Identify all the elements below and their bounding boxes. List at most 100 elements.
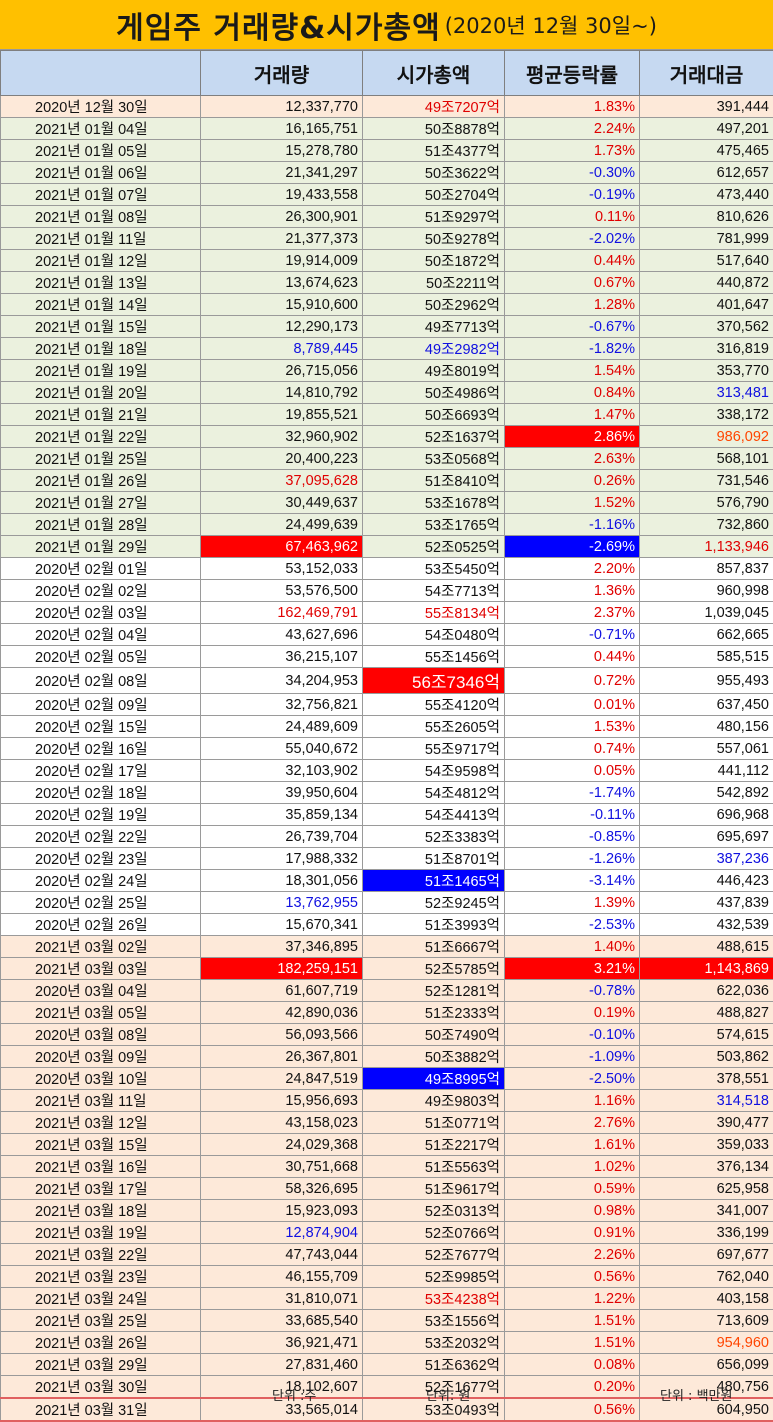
cell-date: 2020년 02월 15일 — [1, 716, 201, 738]
cell-trade-value: 625,958 — [640, 1178, 773, 1200]
cell-market-cap: 50조2704억 — [363, 184, 505, 206]
cell-date: 2020년 03월 08일 — [1, 1024, 201, 1046]
cell-volume: 56,093,566 — [201, 1024, 363, 1046]
cell-date: 2021년 01월 14일 — [1, 294, 201, 316]
cell-volume: 19,433,558 — [201, 184, 363, 206]
cell-trade-value: 557,061 — [640, 738, 773, 760]
cell-avg-change: 1.51% — [505, 1332, 640, 1354]
cell-avg-change: 0.91% — [505, 1222, 640, 1244]
cell-volume: 15,956,693 — [201, 1090, 363, 1112]
cell-volume: 13,762,955 — [201, 892, 363, 914]
cell-avg-change: 1.83% — [505, 96, 640, 118]
cell-avg-change: 2.24% — [505, 118, 640, 140]
cell-volume: 15,910,600 — [201, 294, 363, 316]
cell-market-cap: 51조6362억 — [363, 1354, 505, 1376]
cell-market-cap: 51조8701억 — [363, 848, 505, 870]
cell-avg-change: 2.63% — [505, 448, 640, 470]
cell-market-cap: 51조9617억 — [363, 1178, 505, 1200]
cell-volume: 43,158,023 — [201, 1112, 363, 1134]
cell-avg-change: -2.69% — [505, 536, 640, 558]
cell-avg-change: 2.20% — [505, 558, 640, 580]
cell-date: 2021년 03월 03일 — [1, 958, 201, 980]
cell-trade-value: 656,099 — [640, 1354, 773, 1376]
cell-avg-change: -2.53% — [505, 914, 640, 936]
cell-trade-value: 378,551 — [640, 1068, 773, 1090]
cell-market-cap: 53조2032억 — [363, 1332, 505, 1354]
cell-avg-change: -0.85% — [505, 826, 640, 848]
cell-date: 2020년 02월 05일 — [1, 646, 201, 668]
cell-avg-change: -0.30% — [505, 162, 640, 184]
cell-trade-value: 473,440 — [640, 184, 773, 206]
cell-avg-change: -1.74% — [505, 782, 640, 804]
cell-date: 2021년 01월 26일 — [1, 470, 201, 492]
cell-volume: 17,988,332 — [201, 848, 363, 870]
cell-trade-value: 497,201 — [640, 118, 773, 140]
cell-trade-value: 612,657 — [640, 162, 773, 184]
cell-market-cap: 54조4812억 — [363, 782, 505, 804]
cell-volume: 34,204,953 — [201, 668, 363, 694]
cell-avg-change: -1.09% — [505, 1046, 640, 1068]
cell-market-cap: 49조7713억 — [363, 316, 505, 338]
cell-market-cap: 52조0525억 — [363, 536, 505, 558]
header-market-cap: 시가총액 — [363, 51, 505, 96]
cell-market-cap: 56조7346억 — [363, 668, 505, 694]
cell-date: 2021년 03월 02일 — [1, 936, 201, 958]
cell-trade-value: 986,092 — [640, 426, 773, 448]
cell-trade-value: 574,615 — [640, 1024, 773, 1046]
cell-avg-change: 0.72% — [505, 668, 640, 694]
cell-trade-value: 713,609 — [640, 1310, 773, 1332]
cell-volume: 30,449,637 — [201, 492, 363, 514]
cell-avg-change: 0.44% — [505, 250, 640, 272]
cell-date: 2020년 02월 02일 — [1, 580, 201, 602]
cell-avg-change: 0.74% — [505, 738, 640, 760]
cell-market-cap: 53조1556억 — [363, 1310, 505, 1332]
header-date — [1, 51, 201, 96]
cell-trade-value: 387,236 — [640, 848, 773, 870]
cell-date: 2021년 01월 22일 — [1, 426, 201, 448]
cell-date: 2021년 03월 17일 — [1, 1178, 201, 1200]
cell-avg-change: 0.08% — [505, 1354, 640, 1376]
cell-market-cap: 50조3622억 — [363, 162, 505, 184]
cell-volume: 26,367,801 — [201, 1046, 363, 1068]
cell-market-cap: 50조6693억 — [363, 404, 505, 426]
cell-volume: 15,670,341 — [201, 914, 363, 936]
cell-market-cap: 51조6667억 — [363, 936, 505, 958]
cell-avg-change: 1.02% — [505, 1156, 640, 1178]
cell-volume: 32,960,902 — [201, 426, 363, 448]
cell-avg-change: 0.05% — [505, 760, 640, 782]
cell-trade-value: 857,837 — [640, 558, 773, 580]
cell-date: 2020년 02월 17일 — [1, 760, 201, 782]
cell-date: 2021년 01월 25일 — [1, 448, 201, 470]
header-trade-value: 거래대금 — [640, 51, 773, 96]
cell-date: 2020년 02월 03일 — [1, 602, 201, 624]
cell-market-cap: 49조9803억 — [363, 1090, 505, 1112]
cell-volume: 43,627,696 — [201, 624, 363, 646]
cell-market-cap: 55조1456억 — [363, 646, 505, 668]
cell-date: 2020년 03월 04일 — [1, 980, 201, 1002]
cell-date: 2020년 02월 16일 — [1, 738, 201, 760]
cell-volume: 31,810,071 — [201, 1288, 363, 1310]
cell-market-cap: 52조1637억 — [363, 426, 505, 448]
cell-volume: 26,715,056 — [201, 360, 363, 382]
cell-market-cap: 51조1465억 — [363, 870, 505, 892]
cell-avg-change: 2.37% — [505, 602, 640, 624]
cell-market-cap: 53조1678억 — [363, 492, 505, 514]
